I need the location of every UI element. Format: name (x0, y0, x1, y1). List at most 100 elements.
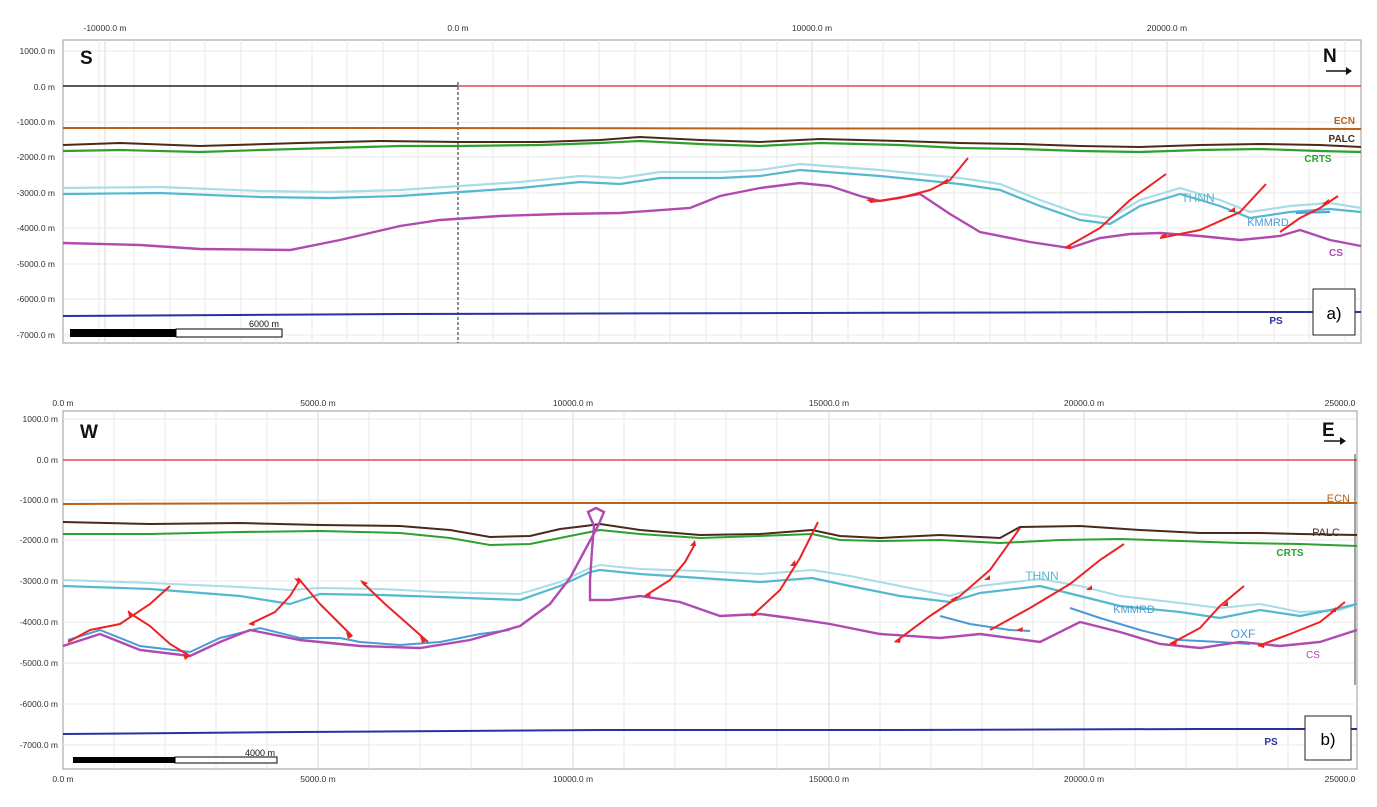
y-tick-label: -3000.0 m (17, 188, 55, 198)
label-crts: CRTS (1276, 548, 1304, 559)
label-ps: PS (1269, 316, 1283, 327)
y-tick-label: -1000.0 m (20, 495, 58, 505)
orientation-left: S (80, 48, 93, 69)
fault-arrow-icon (894, 638, 901, 643)
y-tick-label: 1000.0 m (20, 46, 55, 56)
x-tick-label: 20000.0 m (1147, 23, 1187, 33)
fault-line (1064, 173, 1167, 249)
horizon-thnn-top (62, 563, 1358, 614)
horizon-crts (63, 528, 1358, 547)
horizon-thnn-base (62, 168, 1362, 226)
label-cs: CS (1329, 248, 1343, 259)
label-oxf: OXF (1231, 627, 1256, 641)
y-tick-label: -3000.0 m (20, 576, 58, 586)
horizon-cs (62, 181, 1362, 252)
fault-line (249, 579, 301, 625)
fault-line (297, 577, 353, 637)
horizon-crts (62, 139, 1362, 154)
x-axis-top-ticks: -10000.0 m 0.0 m 10000.0 m 20000.0 m (84, 23, 1188, 33)
label-ecn: ECN (1334, 116, 1355, 127)
fault-line (644, 543, 696, 597)
y-tick-label: -4000.0 m (17, 223, 55, 233)
y-tick-label: -7000.0 m (17, 330, 55, 340)
fault-arrow-icon (1258, 643, 1265, 648)
label-ps: PS (1264, 737, 1278, 748)
x-tick-label: 10000.0 m (792, 23, 832, 33)
label-palc: PALC (1312, 527, 1340, 539)
x-tick-label: 5000.0 m (300, 398, 335, 408)
y-tick-label: -2000.0 m (17, 152, 55, 162)
x-tick-label: 0.0 m (447, 23, 468, 33)
horizon-kmmrd (67, 626, 511, 654)
horizon-oxf (1069, 607, 1251, 645)
y-tick-label: -6000.0 m (20, 699, 58, 709)
plot-frame (62, 410, 1358, 770)
y-tick-label: -6000.0 m (17, 294, 55, 304)
fault-arrow-icon (950, 596, 957, 601)
y-axis-ticks: 1000.0 m 0.0 m -1000.0 m -2000.0 m -3000… (17, 46, 55, 340)
x-tick-label: 5000.0 m (300, 774, 335, 784)
x-tick-label: 0.0 m (52, 774, 73, 784)
panel-tag: b) (1320, 730, 1335, 749)
fault-arrow-icon (984, 575, 990, 580)
horizon-palc (62, 521, 1358, 540)
x-tick-label: 25000.0 (1325, 774, 1356, 784)
panel-tag: a) (1326, 304, 1341, 323)
fault-arrow-icon (183, 654, 190, 660)
x-tick-label: 10000.0 m (553, 398, 593, 408)
x-tick-label: -10000.0 m (84, 23, 127, 33)
scale-bar: 6000 m (70, 319, 283, 338)
horizon-palc (62, 135, 1362, 149)
fault-arrow-icon (790, 560, 796, 566)
fault-line (989, 543, 1125, 631)
fault-line (869, 157, 969, 203)
fault-arrow-icon (294, 578, 302, 584)
scale-bar-label: 6000 m (249, 319, 279, 329)
fault-arrow-icon (644, 592, 651, 597)
y-tick-label: -5000.0 m (20, 658, 58, 668)
x-tick-label: 10000.0 m (553, 774, 593, 784)
x-tick-label: 15000.0 m (809, 398, 849, 408)
y-tick-label: -5000.0 m (17, 259, 55, 269)
fault-line (1159, 183, 1267, 239)
panel-tag-box (1312, 288, 1356, 336)
fault-arrow-icon (420, 636, 427, 643)
scale-bar-label: 4000 m (245, 748, 275, 758)
fault-line (361, 581, 429, 643)
y-tick-label: 0.0 m (37, 455, 58, 465)
orientation-right: N (1323, 46, 1337, 67)
fault-arrow-icon (690, 540, 696, 546)
y-tick-label: -7000.0 m (20, 740, 58, 750)
x-tick-label: 0.0 m (52, 398, 73, 408)
fault-arrow-icon (1228, 207, 1235, 212)
fault-line (67, 585, 171, 643)
horizon-ps (62, 311, 1361, 317)
fault-arrow-icon (1222, 601, 1228, 606)
fault-arrows (128, 540, 1336, 660)
fault-line (751, 521, 819, 617)
x-axis-top-ticks: 0.0 m 5000.0 m 10000.0 m 15000.0 m 20000… (52, 398, 1355, 408)
fault-arrow-icon (940, 178, 948, 184)
y-tick-label: -1000.0 m (17, 117, 55, 127)
label-kmmrd: KMMRD (1113, 604, 1155, 616)
fault-line (127, 611, 191, 657)
x-tick-label: 20000.0 m (1064, 398, 1104, 408)
fault-arrow-icon (346, 632, 353, 639)
fault-arrow-icon (1016, 627, 1023, 632)
vertical-gridlines (98, 40, 1346, 343)
fault-line (1169, 585, 1245, 645)
panel-tag-box (1304, 715, 1352, 761)
label-crts: CRTS (1304, 154, 1332, 165)
y-tick-label: 0.0 m (34, 82, 55, 92)
label-palc: PALC (1329, 134, 1355, 145)
fault-arrow-icon (360, 580, 368, 586)
scale-bar: 4000 m (73, 748, 278, 764)
faults (67, 521, 1346, 657)
direction-arrow-icon (1326, 67, 1352, 75)
direction-arrow-icon (1324, 437, 1346, 445)
x-tick-label: 15000.0 m (809, 774, 849, 784)
fault-arrow-icon (866, 198, 874, 203)
x-tick-label: 25000.0 (1325, 398, 1356, 408)
x-tick-label: 20000.0 m (1064, 774, 1104, 784)
label-cs: CS (1306, 650, 1320, 661)
